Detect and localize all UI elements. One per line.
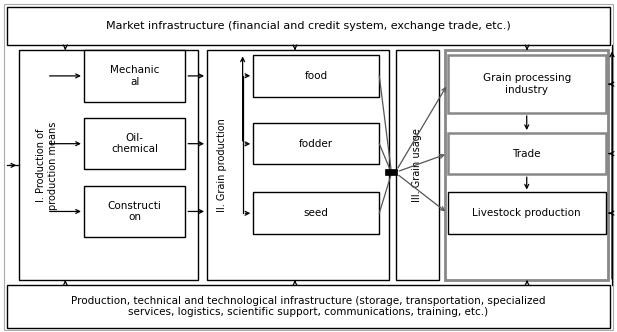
- Text: Trade: Trade: [513, 149, 541, 159]
- Bar: [7, 7, 610, 45]
- Bar: [445, 50, 608, 280]
- Bar: [19, 50, 197, 280]
- Bar: [447, 55, 606, 113]
- Bar: [253, 55, 379, 97]
- Bar: [253, 193, 379, 234]
- Bar: [396, 50, 439, 280]
- Text: Livestock production: Livestock production: [473, 208, 581, 218]
- Bar: [207, 50, 389, 280]
- Bar: [84, 118, 185, 169]
- Text: food: food: [305, 71, 328, 81]
- Text: fodder: fodder: [299, 139, 333, 149]
- Bar: [84, 186, 185, 237]
- Bar: [84, 50, 185, 102]
- Text: Market infrastructure (financial and credit system, exchange trade, etc.): Market infrastructure (financial and cre…: [106, 21, 511, 31]
- Bar: [7, 285, 610, 328]
- Text: seed: seed: [304, 208, 329, 218]
- Text: Production, technical and technological infrastructure (storage, transportation,: Production, technical and technological …: [71, 296, 546, 317]
- Text: Constructi
on: Constructi on: [107, 201, 162, 222]
- Text: II. Grain production: II. Grain production: [217, 119, 227, 212]
- Text: Oil-
chemical: Oil- chemical: [111, 133, 158, 154]
- Bar: [447, 133, 606, 174]
- Bar: [386, 169, 397, 175]
- Text: I. Production of
production means: I. Production of production means: [36, 121, 57, 209]
- Text: Mechanic
al: Mechanic al: [110, 65, 159, 87]
- Text: III. Grain usage: III. Grain usage: [412, 128, 423, 202]
- Text: Grain processing
industry: Grain processing industry: [482, 73, 571, 95]
- Bar: [447, 193, 606, 234]
- Bar: [253, 123, 379, 164]
